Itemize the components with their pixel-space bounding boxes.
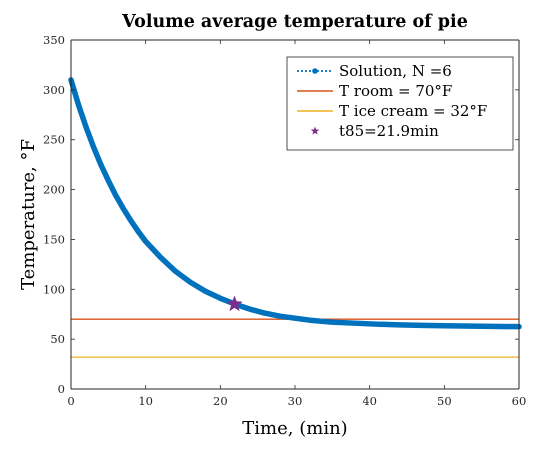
y-tick-label: 0: [58, 382, 65, 396]
legend-label-0: Solution, N =6: [339, 62, 452, 80]
series-layer: [68, 77, 522, 358]
legend-box: [286, 56, 514, 151]
y-tick-label: 300: [43, 83, 65, 97]
legend-label-2: T ice cream = 32°F: [339, 102, 487, 120]
legend-sample-dot: [312, 68, 318, 74]
y-tick-label: 100: [43, 282, 65, 296]
legend-label-1: T room = 70°F: [339, 82, 452, 100]
legend-sample-star: [310, 126, 320, 135]
y-axis-label: Temperature, °F: [18, 139, 39, 290]
x-tick-label: 0: [67, 394, 74, 408]
x-tick-label: 50: [437, 394, 452, 408]
y-tick-label: 200: [43, 183, 65, 197]
x-tick-label: 60: [512, 394, 527, 408]
legend: Solution, N =6 T room = 70°F T ice cream =…: [286, 56, 514, 151]
series-line-solution: [68, 77, 522, 330]
x-tick-label: 40: [362, 394, 377, 408]
legend-label-3: t85=21.9min: [339, 122, 439, 140]
x-tick-label: 10: [138, 394, 153, 408]
ticks-layer: 0 10 20 30 40 50 60 0 50 100 150 200 250 300 350: [43, 33, 526, 408]
chart-title: Volume average temperature of pie: [121, 12, 468, 32]
y-tick-label: 150: [43, 232, 65, 246]
x-tick-label: 30: [288, 394, 303, 408]
x-tick-label: 20: [213, 394, 228, 408]
y-tick-label: 50: [50, 332, 65, 346]
x-axis-label: Time, (min): [242, 418, 347, 439]
y-tick-label: 250: [43, 133, 65, 147]
y-tick-label: 350: [43, 33, 65, 47]
marker-t85: [226, 295, 243, 312]
